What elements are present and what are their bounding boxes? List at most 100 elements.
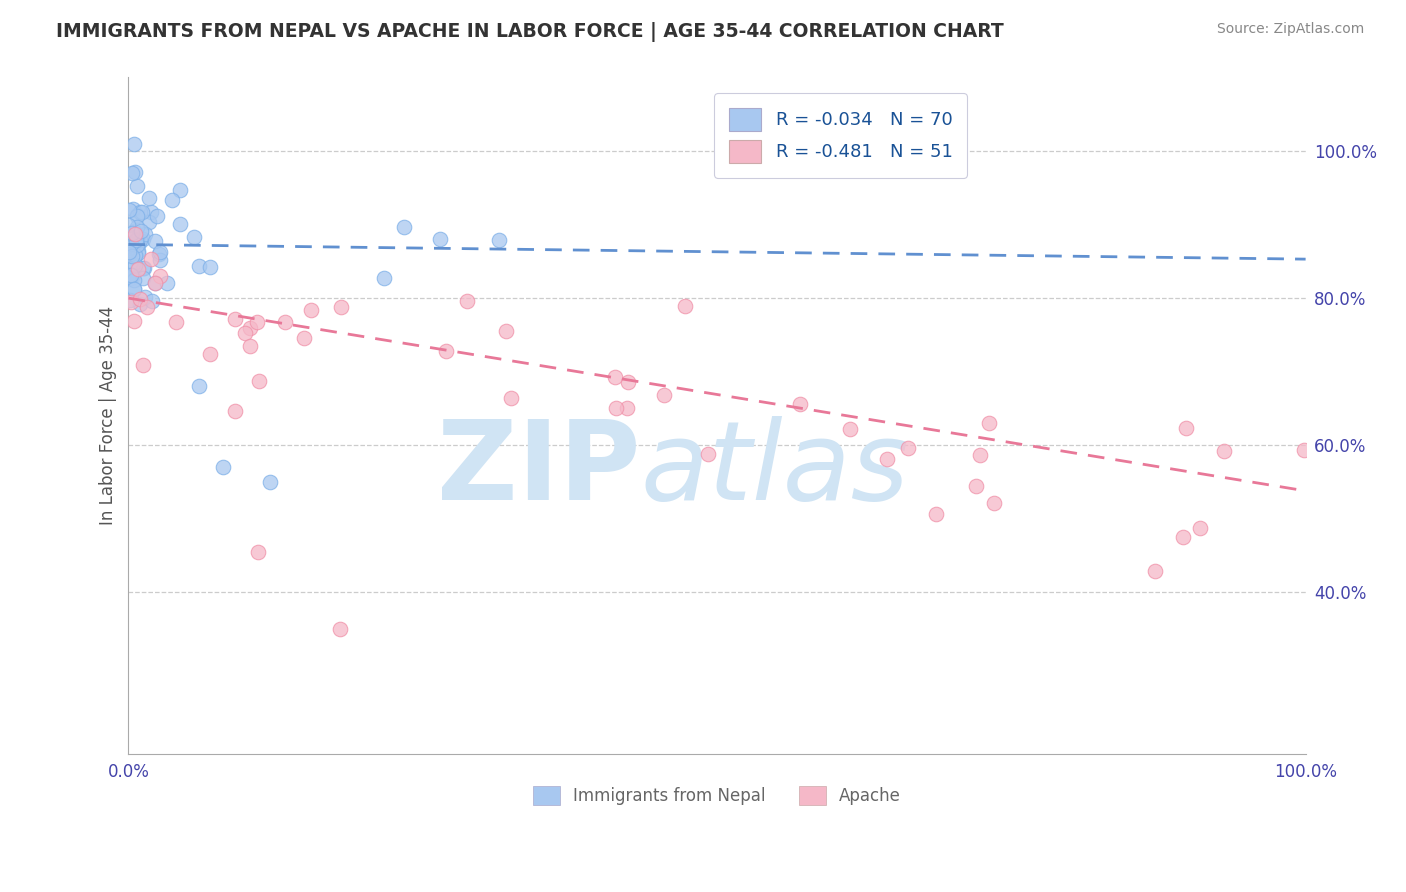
Point [789,397,811,411]
Point [129,205,152,219]
Point [149,253,172,268]
Point [124,136,146,151]
Point [495,324,517,338]
Point [121,257,143,271]
Point [187,259,209,273]
Point [1144,564,1167,578]
Point [125,232,148,246]
Point [617,375,640,389]
Point [603,370,626,384]
Point [120,295,142,310]
Point [143,276,166,290]
Point [120,293,142,307]
Point [139,252,162,267]
Point [132,260,155,275]
Point [148,247,170,261]
Point [129,297,152,311]
Text: IMMIGRANTS FROM NEPAL VS APACHE IN LABOR FORCE | AGE 35-44 CORRELATION CHART: IMMIGRANTS FROM NEPAL VS APACHE IN LABOR… [56,22,1004,42]
Point [118,202,141,217]
Point [127,246,149,260]
Point [897,441,920,455]
Point [132,358,155,372]
Point [146,210,169,224]
Point [239,321,262,335]
Point [128,236,150,251]
Point [121,268,143,282]
Point [121,226,143,240]
Point [121,202,143,217]
Point [1174,421,1197,435]
Point [141,205,163,219]
Point [1294,442,1316,457]
Point [124,249,146,263]
Point [211,460,233,475]
Point [122,282,145,296]
Point [188,379,211,393]
Point [127,244,149,258]
Point [273,315,295,329]
Point [183,230,205,244]
Point [697,447,720,461]
Point [143,235,166,249]
Point [121,166,143,180]
Point [125,238,148,252]
Point [983,496,1005,510]
Point [292,331,315,345]
Point [125,232,148,246]
Point [149,268,172,283]
Point [838,422,860,436]
Point [124,273,146,287]
Text: ZIP: ZIP [437,417,641,524]
Point [117,218,139,232]
Point [162,193,184,207]
Point [118,247,141,261]
Point [169,217,191,231]
Point [127,179,149,194]
Point [128,233,150,247]
Point [616,401,638,415]
Point [124,227,146,241]
Point [1188,521,1211,535]
Point [965,478,987,492]
Point [1173,530,1195,544]
Point [121,268,143,282]
Point [131,232,153,246]
Point [429,232,451,246]
Point [118,241,141,255]
Point [124,282,146,296]
Legend: Immigrants from Nepal, Apache: Immigrants from Nepal, Apache [524,778,910,814]
Point [224,403,246,417]
Point [125,209,148,223]
Point [673,299,696,313]
Point [155,277,177,291]
Point [134,227,156,241]
Point [259,475,281,489]
Point [134,290,156,304]
Point [120,268,142,282]
Y-axis label: In Labor Force | Age 35-44: In Labor Force | Age 35-44 [100,306,117,525]
Point [977,417,1000,431]
Point [127,261,149,276]
Point [138,215,160,229]
Text: atlas: atlas [641,417,910,524]
Point [969,448,991,462]
Point [131,271,153,285]
Point [876,451,898,466]
Point [239,339,262,353]
Point [233,326,256,340]
Point [224,312,246,326]
Point [169,183,191,197]
Point [120,236,142,251]
Point [652,388,675,402]
Point [198,347,221,361]
Point [1213,444,1236,458]
Point [131,260,153,275]
Point [129,223,152,237]
Point [138,191,160,205]
Point [456,293,478,308]
Point [299,302,322,317]
Point [124,248,146,262]
Point [124,258,146,272]
Point [329,622,352,636]
Point [122,224,145,238]
